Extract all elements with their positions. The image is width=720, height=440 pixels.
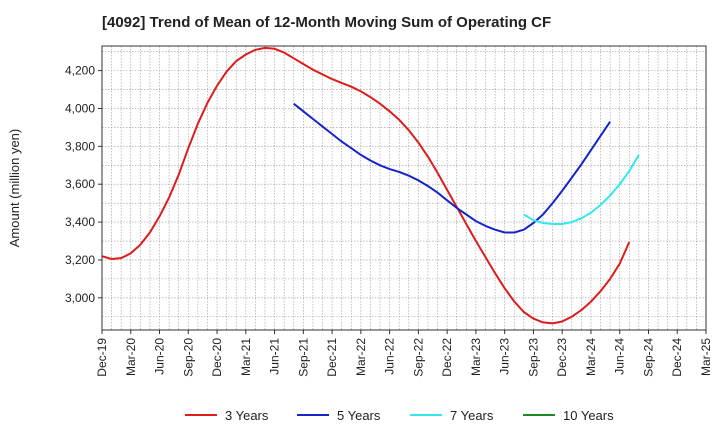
legend-item: 10 Years [523,408,614,423]
x-tick-label: Jun-22 [383,338,397,375]
x-tick-label: Jun-20 [153,338,167,375]
legend-item: 3 Years [185,408,269,423]
legend-label: 10 Years [563,408,614,423]
y-tick-label: 3,600 [65,177,95,191]
y-axis-ticks: 3,000 3,200 3,400 3,600 3,800 4,000 4,200 [65,64,102,305]
legend-item: 7 Years [410,408,494,423]
x-tick-label: Sep-23 [526,338,540,377]
legend-label: 7 Years [450,408,494,423]
x-tick-label: Jun-21 [268,338,282,375]
legend-label: 3 Years [225,408,269,423]
x-tick-label: Sep-20 [181,338,195,377]
x-tick-label: Jun-23 [498,338,512,375]
x-tick-label: Sep-22 [411,338,425,377]
x-tick-label: Mar-25 [699,338,713,376]
plot-border [101,45,707,331]
series-line-5-years [293,102,611,234]
legend: 3 Years 5 Years 7 Years 10 Years [185,408,614,423]
y-tick-label: 4,200 [65,64,95,78]
y-tick-label: 3,200 [65,253,95,267]
x-tick-label: Mar-24 [584,338,598,376]
x-tick-label: Sep-24 [641,338,655,377]
y-tick-label: 3,000 [65,291,95,305]
x-axis-ticks: Dec-19 Mar-20 Jun-20 Sep-20 Dec-20 Mar-21 Jun-… [95,330,713,377]
x-tick-label: Dec-21 [325,338,339,377]
x-tick-label: Mar-23 [469,338,483,376]
series-line-3-years [101,46,631,325]
y-tick-label: 3,400 [65,215,95,229]
x-tick-label: Dec-23 [555,338,569,377]
y-tick-label: 3,800 [65,139,95,153]
legend-label: 5 Years [337,408,381,423]
x-tick-label: Mar-20 [124,338,138,376]
x-tick-label: Mar-22 [354,338,368,376]
x-tick-label: Dec-20 [210,338,224,377]
x-tick-label: Dec-24 [670,338,684,377]
x-tick-label: Sep-21 [296,338,310,377]
chart-title: [4092] Trend of Mean of 12-Month Moving … [102,14,552,31]
x-tick-label: Jun-24 [613,338,627,375]
legend-item: 5 Years [297,408,381,423]
x-tick-label: Mar-21 [239,338,253,376]
y-tick-label: 4,000 [65,101,95,115]
x-tick-label: Dec-22 [440,338,454,377]
series-lines [101,46,640,325]
series-line-7-years [523,154,640,225]
y-axis-label: Amount (million yen) [7,129,22,248]
x-tick-label: Dec-19 [95,338,109,377]
